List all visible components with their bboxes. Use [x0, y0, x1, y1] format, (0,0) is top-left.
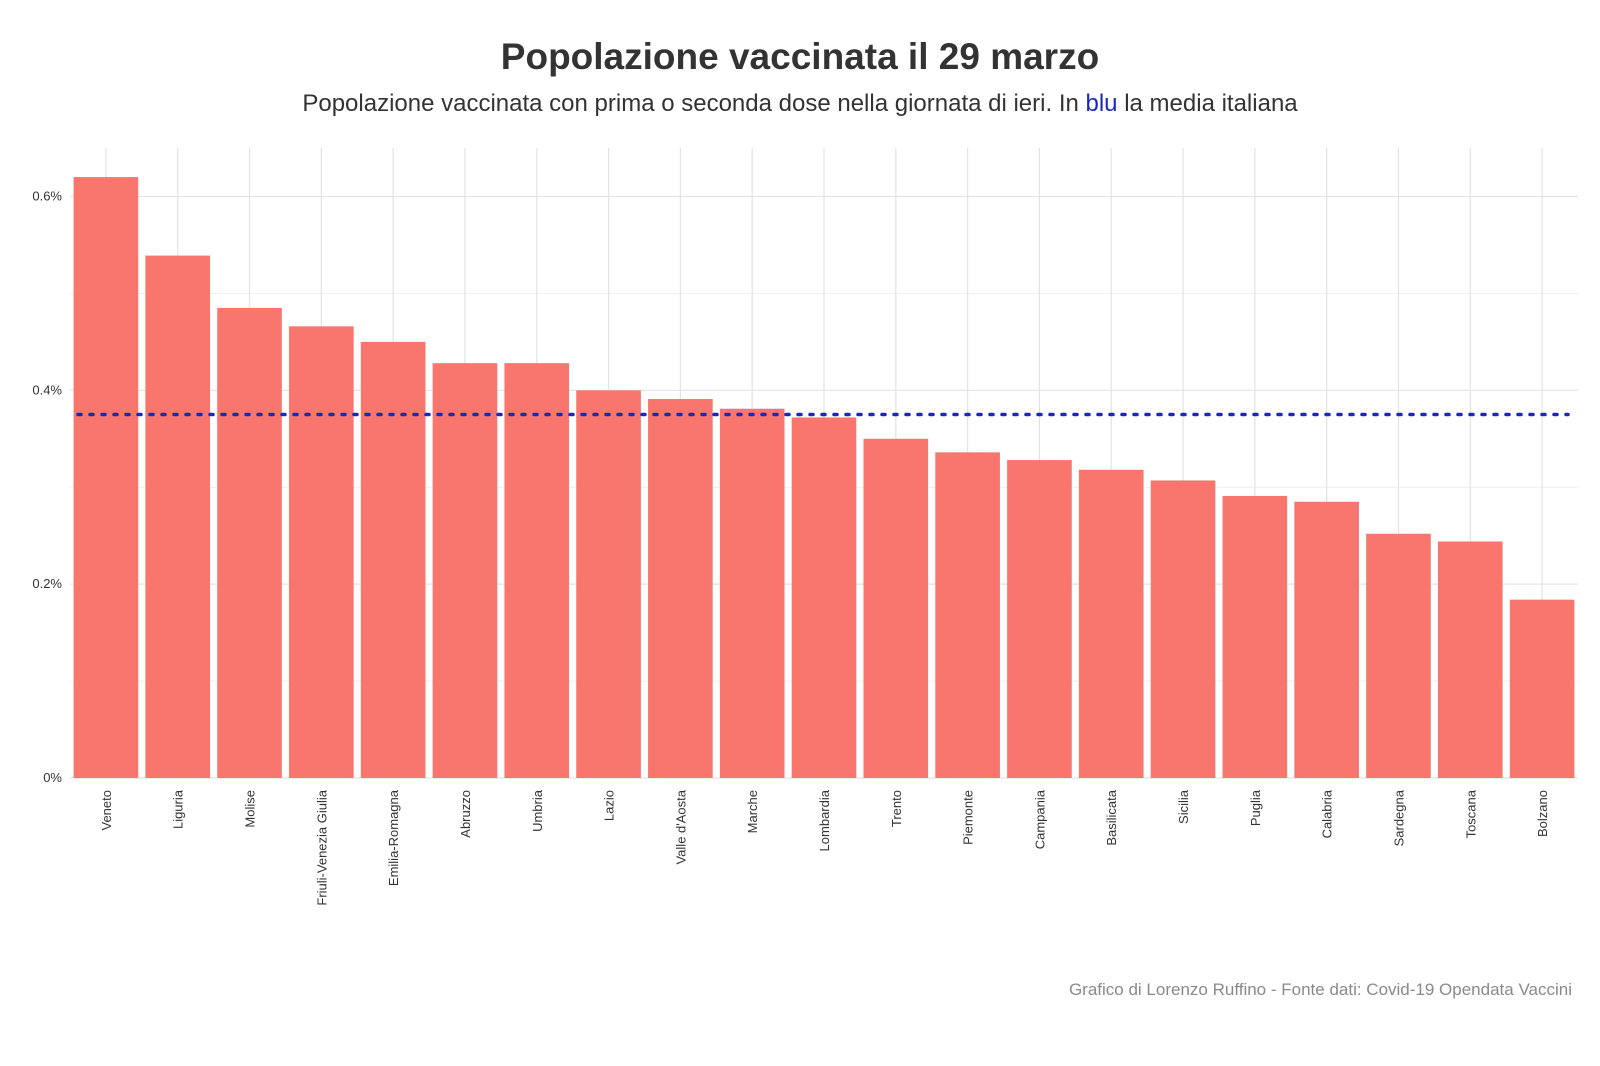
x-tick-label: Puglia	[1248, 789, 1263, 826]
x-tick-label: Veneto	[99, 790, 114, 831]
bar-calabria	[1294, 501, 1359, 778]
x-tick-label: Abruzzo	[458, 790, 473, 838]
bar-trento	[863, 438, 929, 778]
y-axis-ticks: 0% 0.2% 0.4% 0.6%	[32, 188, 62, 785]
subtitle-text-after: la media italiana	[1117, 90, 1298, 117]
x-tick-label: Basilicata	[1104, 789, 1119, 845]
bar-marche	[719, 408, 785, 778]
bar-molise	[217, 307, 282, 778]
x-tick-label: Bolzano	[1535, 790, 1550, 837]
x-tick-label: Marche	[745, 790, 760, 833]
bar-lazio	[576, 390, 641, 778]
x-tick-label: Sardegna	[1391, 789, 1406, 846]
chart-subtitle: Popolazione vaccinata con prima o second…	[0, 90, 1600, 118]
chart-caption: Grafico di Lorenzo Ruffino - Fonte dati:…	[1068, 980, 1572, 999]
bar-veneto	[73, 177, 139, 779]
bar-liguria	[145, 255, 211, 779]
bar-piemonte	[935, 452, 1000, 778]
x-tick-label: Valle d'Aosta	[673, 789, 688, 864]
x-tick-label: Emilia-Romagna	[386, 789, 401, 886]
x-tick-label: Liguria	[171, 789, 186, 829]
x-tick-label: Sicilia	[1176, 789, 1191, 824]
bar-umbria	[504, 363, 570, 778]
x-tick-label: Campania	[1032, 789, 1047, 849]
bar-lombardia	[791, 417, 857, 778]
chart-title: Popolazione vaccinata il 29 marzo	[500, 36, 1100, 77]
bar-toscana	[1437, 541, 1503, 778]
x-tick-label: Piemonte	[961, 790, 976, 845]
y-tick-label: 0.4%	[32, 382, 62, 397]
bar-bolzano	[1509, 599, 1575, 778]
bar-campania	[1007, 460, 1072, 778]
x-tick-label: Toscana	[1463, 789, 1478, 838]
x-tick-label: Lombardia	[817, 789, 832, 851]
subtitle-highlight: blu	[1085, 90, 1118, 117]
x-axis-ticks: Veneto Liguria Molise Friuli-Venezia Giulia…	[99, 789, 1550, 905]
x-tick-label: Calabria	[1320, 789, 1335, 838]
y-tick-label: 0.6%	[32, 188, 62, 203]
bar-basilicata	[1078, 469, 1144, 778]
bar-sicilia	[1150, 480, 1216, 778]
x-tick-label: Umbria	[530, 789, 545, 832]
x-tick-label: Lazio	[602, 790, 617, 821]
subtitle-text-before: Popolazione vaccinata con prima o second…	[302, 90, 1086, 117]
bar-sardegna	[1366, 533, 1431, 778]
bar-valle-d-aosta	[648, 399, 713, 778]
x-tick-label: Molise	[243, 790, 258, 828]
y-tick-label: 0%	[43, 770, 62, 785]
bar-friuli-venezia-giulia	[289, 326, 354, 778]
x-tick-label: Friuli-Venezia Giulia	[314, 789, 329, 905]
bar-abruzzo	[432, 363, 498, 778]
bar-emilia-romagna	[360, 341, 426, 778]
y-tick-label: 0.2%	[32, 576, 62, 591]
x-tick-label: Trento	[889, 790, 904, 827]
bar-layer	[73, 177, 1575, 779]
bar-puglia	[1222, 495, 1288, 778]
